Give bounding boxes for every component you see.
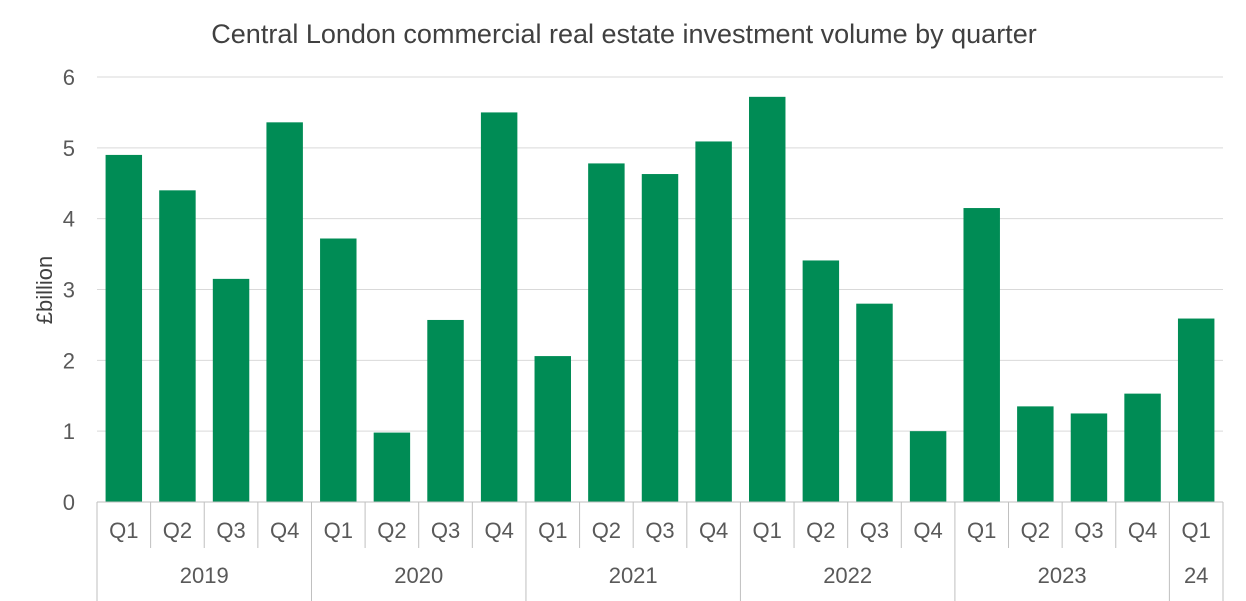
bar xyxy=(588,163,625,502)
x-tick-label: Q1 xyxy=(1182,518,1211,543)
x-tick-label: Q1 xyxy=(324,518,353,543)
bar xyxy=(320,238,357,502)
y-axis-label: £billion xyxy=(32,256,57,325)
bar xyxy=(802,260,840,502)
x-tick-label: Q3 xyxy=(860,518,889,543)
y-tick-label: 1 xyxy=(63,419,75,444)
bar xyxy=(963,208,1000,502)
chart-title: Central London commercial real estate in… xyxy=(211,19,1036,49)
x-tick-label: Q1 xyxy=(109,518,138,543)
y-tick-label: 2 xyxy=(63,348,75,373)
x-group-label: 2022 xyxy=(823,563,872,588)
x-tick-label: Q2 xyxy=(592,518,621,543)
x-tick-label: Q2 xyxy=(163,518,192,543)
bar xyxy=(105,154,143,502)
bar xyxy=(480,112,518,503)
y-tick-label: 4 xyxy=(63,207,75,232)
x-group-label: 2023 xyxy=(1038,563,1087,588)
x-group-label: 2021 xyxy=(609,563,658,588)
x-tick-label: Q4 xyxy=(913,518,942,543)
x-group-label: 24 xyxy=(1184,563,1208,588)
bar xyxy=(373,432,411,502)
bar xyxy=(534,356,571,502)
y-tick-label: 5 xyxy=(63,136,75,161)
bar xyxy=(641,174,679,502)
bar xyxy=(212,278,250,502)
bar xyxy=(1070,413,1108,502)
bar xyxy=(909,431,947,502)
bars xyxy=(105,96,1215,503)
y-tick-label: 0 xyxy=(63,490,75,515)
x-tick-label: Q4 xyxy=(699,518,728,543)
x-tick-label: Q2 xyxy=(377,518,406,543)
y-tick-label: 6 xyxy=(63,65,75,90)
x-tick-label: Q2 xyxy=(806,518,835,543)
x-tick-label: Q4 xyxy=(1128,518,1157,543)
x-group-label: 2019 xyxy=(180,563,229,588)
x-tick-label: Q3 xyxy=(1074,518,1103,543)
bar xyxy=(427,319,464,502)
bar xyxy=(856,303,893,502)
x-tick-label: Q3 xyxy=(431,518,460,543)
x-axis: Q1 Q2 Q3 Q4 Q1 Q2 Q3 Q4 Q1 Q2 Q3 Q4 Q1 Q2 Q3 Q4 Q1 Q2 Q3 Q4… xyxy=(96,501,1224,601)
bar xyxy=(1177,318,1215,502)
bar xyxy=(1124,393,1161,502)
y-tick-label: 3 xyxy=(63,278,75,303)
bar xyxy=(1017,406,1054,502)
x-tick-label: Q4 xyxy=(484,518,513,543)
x-tick-label: Q4 xyxy=(270,518,299,543)
y-axis-ticks: 0 1 2 3 4 5 6 xyxy=(63,65,75,515)
x-tick-label: Q1 xyxy=(967,518,996,543)
x-tick-label: Q1 xyxy=(753,518,782,543)
x-group-label: 2020 xyxy=(394,563,443,588)
x-tick-label: Q2 xyxy=(1021,518,1050,543)
bar xyxy=(159,190,196,503)
x-tick-label: Q3 xyxy=(216,518,245,543)
bar xyxy=(695,141,732,503)
bar xyxy=(266,122,303,502)
x-tick-label: Q3 xyxy=(645,518,674,543)
x-tick-label: Q1 xyxy=(538,518,567,543)
bar xyxy=(749,96,786,502)
